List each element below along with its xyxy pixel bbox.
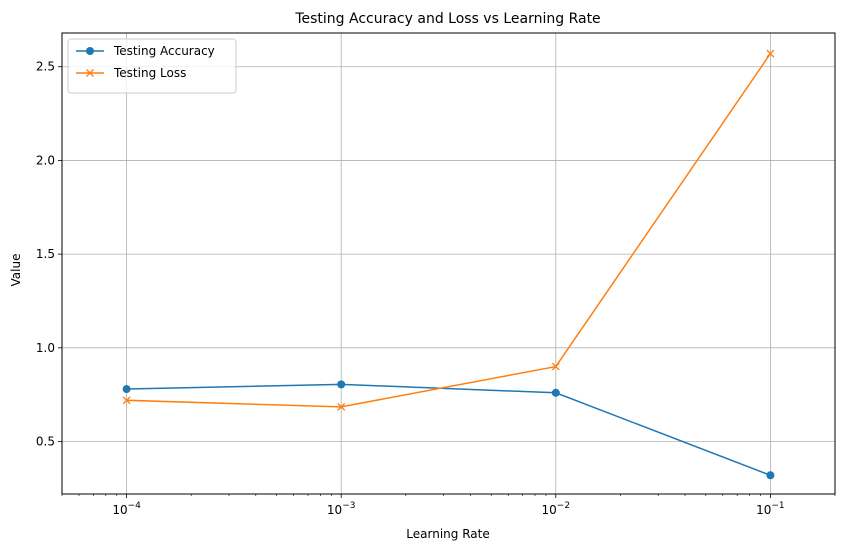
series-line-2 <box>126 53 772 408</box>
series-line-1 <box>126 383 771 476</box>
data-point-2 <box>551 362 560 371</box>
legend-marker <box>86 69 94 77</box>
x-tick-label: 10−4 <box>112 501 141 517</box>
series <box>122 49 775 480</box>
legend-marker <box>86 47 94 55</box>
x-tick-label: 10−1 <box>756 501 785 517</box>
data-point-1 <box>337 380 346 389</box>
chart-title: Testing Accuracy and Loss vs Learning Ra… <box>294 11 600 27</box>
legend-item-2: Testing Loss <box>76 66 186 80</box>
marker-stroke <box>337 402 346 411</box>
data-point-2 <box>122 396 131 405</box>
data-point-2 <box>766 49 775 58</box>
legend-item-1: Testing Accuracy <box>76 44 215 58</box>
y-tick-label: 1.0 <box>36 341 55 355</box>
legend-box <box>67 38 237 94</box>
x-tick-label: 10−3 <box>327 501 356 517</box>
y-axis-label: Value <box>9 254 23 287</box>
ticks: 10−4 10−3 10−2 10−1 0.5 1.0 1.5 2.0 2.5 <box>36 60 785 517</box>
data-point-1 <box>551 388 560 397</box>
marker-stroke <box>766 49 775 58</box>
data-point-1 <box>766 471 775 480</box>
data-point-2 <box>337 402 346 411</box>
marker-stroke <box>551 362 560 371</box>
marker-stroke <box>122 396 131 405</box>
y-tick-label: 1.5 <box>36 247 55 261</box>
legend: Testing Accuracy Testing Loss <box>67 38 237 94</box>
legend-label: Testing Accuracy <box>113 44 215 58</box>
data-point-1 <box>122 385 131 394</box>
x-tick-label: 10−2 <box>542 501 571 517</box>
minor-ticks <box>61 494 836 496</box>
y-tick-label: 0.5 <box>36 435 55 449</box>
y-tick-label: 2.0 <box>36 153 55 167</box>
legend-label: Testing Loss <box>113 66 186 80</box>
x-axis-label: Learning Rate <box>406 527 489 541</box>
plot-frame <box>61 32 836 495</box>
y-tick-label: 2.5 <box>36 60 55 74</box>
